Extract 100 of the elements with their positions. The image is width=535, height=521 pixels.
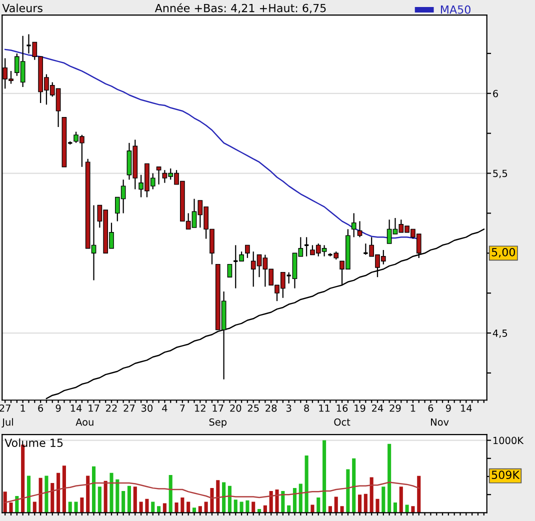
- bar: [382, 486, 386, 513]
- bar: [310, 504, 314, 513]
- x-tick-label: 14: [70, 404, 82, 412]
- bar: [133, 486, 137, 513]
- bar: [9, 502, 13, 513]
- text: Oct: [334, 418, 350, 426]
- y-tick-label: 4,5: [492, 330, 508, 338]
- chart-subtitle: Année +Bas: 4,21 +Haut: 6,75: [154, 3, 326, 14]
- bar: [86, 476, 90, 513]
- bar: [116, 479, 120, 513]
- x-tick-label: 27: [0, 404, 10, 412]
- x-tick-label: 1: [410, 404, 416, 412]
- x-tick-label: 22: [106, 404, 117, 412]
- bar: [246, 500, 250, 513]
- bar: [210, 488, 214, 513]
- bar: [56, 472, 60, 513]
- bar: [322, 440, 326, 513]
- bar: [68, 502, 72, 513]
- bar: [417, 476, 421, 513]
- bar: [298, 484, 302, 513]
- x-tick-label: 14: [461, 404, 472, 412]
- annotation: 5,00: [492, 248, 516, 258]
- bar: [151, 502, 155, 513]
- bar: [328, 506, 332, 513]
- bar: [3, 492, 7, 513]
- bar: [44, 476, 48, 513]
- x-tick-label: 11: [319, 404, 330, 412]
- x-tick-label: 27: [124, 404, 135, 412]
- bar: [405, 504, 409, 513]
- x-tick-label: 25: [248, 404, 259, 412]
- bar: [316, 497, 320, 513]
- candlestick: [227, 264, 232, 278]
- bar: [104, 480, 108, 513]
- x-tick-label: 9: [446, 404, 451, 412]
- bar: [340, 506, 344, 513]
- text: Jul: [2, 418, 13, 428]
- bar: [411, 506, 415, 513]
- bar: [62, 466, 66, 513]
- bar: [38, 478, 42, 513]
- x-tick-label: 8: [304, 404, 309, 412]
- candlestick: [351, 212, 356, 238]
- bar: [26, 476, 31, 513]
- bar: [32, 502, 36, 513]
- bar: [364, 494, 368, 513]
- bar: [92, 466, 96, 513]
- bar: [157, 506, 161, 513]
- bar: [292, 488, 297, 513]
- text: Aou: [76, 418, 94, 426]
- bar: [198, 506, 202, 513]
- bar: [304, 456, 308, 513]
- x-tick-label: 1: [20, 404, 26, 412]
- text: Nov: [431, 418, 449, 426]
- bar: [145, 498, 149, 513]
- x-tick-label: 17: [88, 404, 100, 412]
- bar: [346, 469, 350, 513]
- candlestick: [245, 244, 250, 258]
- bar: [275, 490, 279, 513]
- x-tick-label: 6: [428, 404, 434, 412]
- bar: [399, 486, 403, 513]
- chart-title: Valeurs: [2, 4, 42, 12]
- bar: [180, 497, 184, 513]
- bar: [216, 480, 220, 513]
- bar: [358, 494, 362, 513]
- y-tick-label: 6: [493, 90, 498, 98]
- bar: [252, 502, 256, 513]
- x-tick-label: 7: [180, 404, 185, 412]
- bar: [393, 502, 397, 513]
- x-tick-label: 6: [38, 404, 44, 412]
- bar: [110, 472, 114, 513]
- bar: [98, 486, 102, 513]
- chart-title: Volume 15: [4, 438, 63, 448]
- x-tick-label: 12: [195, 404, 206, 412]
- x-tick-label: 9: [56, 404, 61, 412]
- bar: [376, 498, 380, 513]
- x-tick-label: 20: [230, 404, 242, 412]
- bar: [50, 482, 54, 513]
- bar: [127, 486, 131, 513]
- y-tick-label: 1000K: [493, 436, 524, 444]
- bar: [281, 490, 285, 513]
- bar: [370, 477, 374, 513]
- x-tick-label: 19: [354, 404, 366, 412]
- annotation: 509K: [492, 470, 520, 480]
- candlestick: [357, 220, 362, 238]
- bar: [139, 502, 143, 513]
- bar: [269, 490, 273, 513]
- bar: [174, 502, 178, 513]
- bar: [222, 482, 226, 513]
- bar: [352, 458, 356, 513]
- bar: [334, 496, 338, 513]
- x-tick-label: 16: [336, 404, 348, 412]
- legend-label: MA50: [440, 5, 470, 14]
- bar: [80, 497, 84, 513]
- bar: [74, 502, 78, 513]
- text: Sep: [209, 418, 227, 428]
- bar: [122, 490, 126, 513]
- bar: [168, 475, 172, 513]
- x-tick-label: 29: [390, 404, 401, 412]
- y-tick-label: 5,5: [493, 170, 508, 178]
- x-tick-label: 17: [212, 404, 224, 412]
- bar: [204, 502, 208, 513]
